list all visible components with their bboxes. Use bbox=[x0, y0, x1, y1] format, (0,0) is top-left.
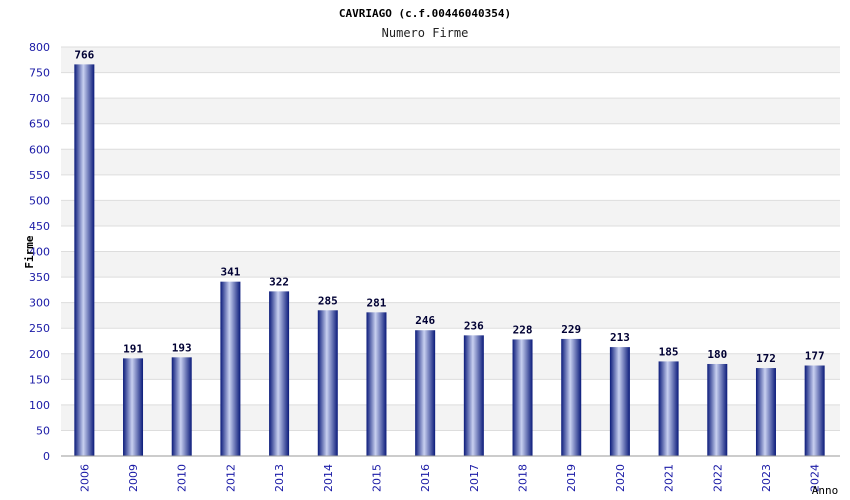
x-tick-label: 2014 bbox=[322, 464, 335, 492]
y-tick-label: 500 bbox=[29, 194, 50, 207]
y-tick-label: 600 bbox=[29, 143, 50, 156]
y-tick-label: 150 bbox=[29, 373, 50, 386]
bar bbox=[220, 281, 241, 456]
x-tick-label: 2013 bbox=[273, 464, 286, 492]
y-tick-label: 50 bbox=[36, 424, 50, 437]
x-tick-label: 2019 bbox=[565, 464, 578, 492]
bar bbox=[707, 363, 728, 456]
grid-band bbox=[61, 251, 840, 278]
grid-band bbox=[61, 149, 840, 175]
bar bbox=[804, 365, 825, 456]
data-label: 236 bbox=[464, 319, 484, 332]
data-label: 322 bbox=[269, 275, 289, 288]
data-label: 193 bbox=[172, 341, 192, 354]
data-label: 246 bbox=[415, 314, 435, 327]
grid-band bbox=[61, 47, 840, 73]
x-tick-label: 2022 bbox=[711, 464, 724, 492]
bar bbox=[561, 338, 582, 456]
bars: 766 191 193 341 322 285 281 246 236 228 229 213 185 1… bbox=[74, 48, 825, 456]
y-tick-label: 100 bbox=[29, 399, 50, 412]
grid-band bbox=[61, 302, 840, 329]
data-label: 185 bbox=[659, 345, 679, 358]
bar bbox=[123, 358, 144, 456]
grid-band bbox=[61, 200, 840, 226]
x-tick-label: 2016 bbox=[419, 464, 432, 492]
x-tick-label: 2010 bbox=[176, 464, 189, 492]
bar bbox=[609, 347, 630, 456]
bar bbox=[512, 339, 533, 456]
y-tick-label: 800 bbox=[29, 41, 50, 54]
y-tick-label: 750 bbox=[29, 67, 50, 80]
data-label: 180 bbox=[707, 348, 727, 361]
x-tick-label: 2023 bbox=[760, 464, 773, 492]
y-tick-label: 200 bbox=[29, 348, 50, 361]
x-tick-label: 2009 bbox=[127, 464, 140, 492]
bar bbox=[658, 361, 679, 456]
y-tick-label: 350 bbox=[29, 271, 50, 284]
y-tick-label: 650 bbox=[29, 118, 50, 131]
data-label: 172 bbox=[756, 352, 776, 365]
x-tick-label: 2018 bbox=[517, 464, 530, 492]
x-axis-ticks: 2006 2009 2010 2012 2013 2014 2015 2016 2017 2018… bbox=[78, 464, 821, 492]
y-tick-label: 400 bbox=[29, 246, 50, 259]
x-tick-label: 2024 bbox=[809, 464, 822, 492]
y-tick-label: 450 bbox=[29, 220, 50, 233]
x-axis-label: Anno bbox=[812, 484, 839, 497]
y-tick-label: 550 bbox=[29, 169, 50, 182]
x-tick-label: 2017 bbox=[468, 464, 481, 492]
data-label: 281 bbox=[367, 296, 387, 309]
bar bbox=[171, 357, 192, 456]
chart-title: CAVRIAGO (c.f.00446040354) bbox=[339, 7, 511, 20]
bar bbox=[415, 330, 436, 456]
data-label: 213 bbox=[610, 331, 630, 344]
data-label: 191 bbox=[123, 342, 143, 355]
bar bbox=[269, 291, 290, 456]
x-tick-label: 2021 bbox=[663, 464, 676, 492]
bar bbox=[755, 368, 776, 456]
y-tick-label: 300 bbox=[29, 297, 50, 310]
bar bbox=[317, 310, 338, 456]
y-axis-ticks: 0 50 100 150 200 250 300 350 400 450 500 550 600 650 7… bbox=[29, 41, 50, 463]
y-tick-label: 700 bbox=[29, 92, 50, 105]
data-label: 229 bbox=[561, 323, 581, 336]
grid-band bbox=[61, 98, 840, 124]
data-label: 228 bbox=[513, 323, 533, 336]
data-label: 177 bbox=[805, 350, 825, 363]
bar bbox=[74, 64, 95, 456]
grid-bands bbox=[61, 46, 840, 457]
x-tick-label: 2012 bbox=[224, 464, 237, 492]
data-label: 766 bbox=[74, 48, 94, 61]
x-tick-label: 2006 bbox=[78, 464, 91, 492]
x-tick-label: 2020 bbox=[614, 464, 627, 492]
chart-subtitle: Numero Firme bbox=[382, 26, 469, 40]
y-tick-label: 250 bbox=[29, 322, 50, 335]
data-label: 285 bbox=[318, 294, 338, 307]
y-tick-label: 0 bbox=[43, 450, 50, 463]
bar bbox=[366, 312, 387, 456]
x-tick-label: 2015 bbox=[370, 464, 383, 492]
y-axis-label: Firme bbox=[23, 235, 36, 268]
bar bbox=[463, 335, 484, 456]
data-label: 341 bbox=[220, 266, 240, 279]
